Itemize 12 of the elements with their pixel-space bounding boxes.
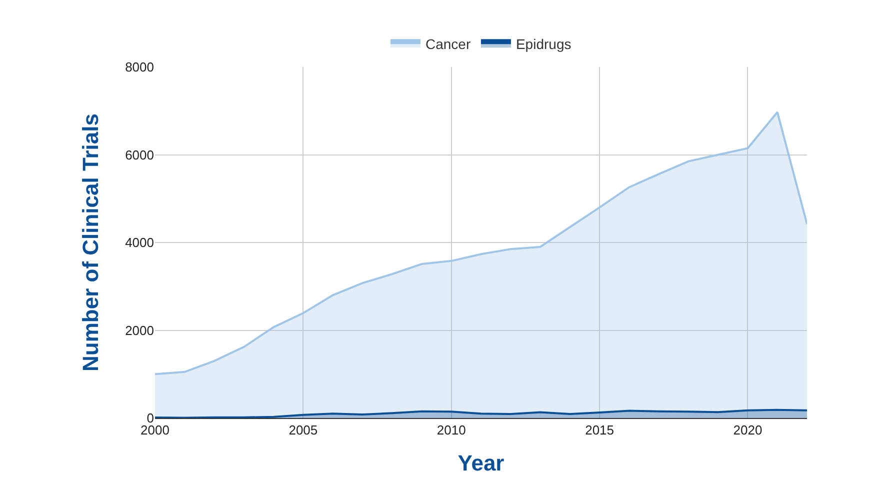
y-tick-label: 4000 (125, 235, 154, 250)
x-axis-title: Year (458, 450, 505, 476)
x-tick-label: 2010 (436, 422, 466, 438)
y-tick-label: 8000 (125, 60, 154, 75)
legend-label: Cancer (426, 36, 471, 52)
y-tick-label: 6000 (125, 147, 154, 162)
x-tick-label: 2005 (288, 422, 318, 438)
x-tick-label: 2015 (585, 422, 614, 438)
y-tick-label: 2000 (125, 322, 154, 338)
x-tick-label: 2020 (733, 422, 762, 438)
y-axis-title: Number of Clinical Trials (78, 114, 103, 372)
legend-label: Epidrugs (516, 36, 572, 52)
